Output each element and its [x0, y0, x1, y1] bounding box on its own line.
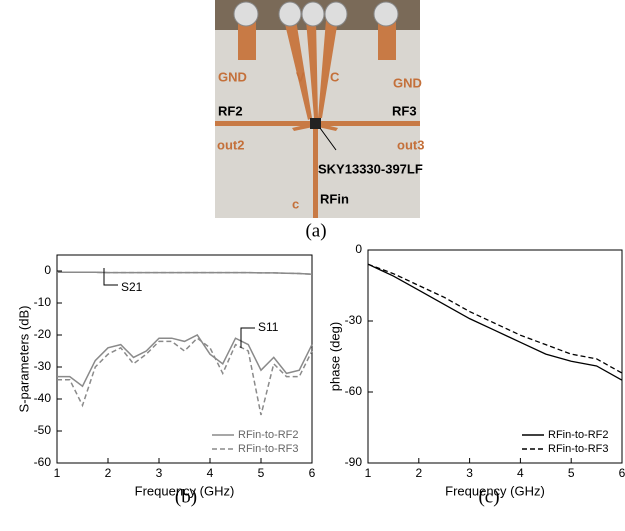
- y-tick-label: -60: [34, 455, 52, 469]
- series-line: [367, 263, 623, 381]
- x-tick-label: 3: [466, 466, 473, 480]
- plot-frame: [367, 249, 623, 464]
- caption: (a): [305, 220, 326, 241]
- series-line: [57, 334, 313, 388]
- annotation-arrow: [103, 268, 118, 286]
- y-tick-label: -50: [34, 423, 52, 437]
- y-tick-label: -30: [345, 313, 363, 327]
- x-tick-label: 4: [517, 466, 524, 480]
- y-tick-label: -10: [34, 295, 52, 309]
- x-tick-label: 3: [156, 466, 163, 480]
- photo-label: GND: [393, 75, 422, 90]
- series-line: [367, 263, 623, 374]
- photo: GND V C GND RF2 RF3 out2 out3 SKY13330-397LF RFin…: [215, 0, 424, 218]
- x-tick-label: 4: [207, 466, 214, 480]
- x-tick-label: 1: [54, 466, 61, 480]
- y-tick-label: -30: [34, 359, 52, 373]
- photo-label: C: [330, 69, 340, 84]
- y-axis-label: S-parameters (dB): [16, 306, 31, 413]
- legend-label: RFin-to-RF3: [238, 443, 299, 455]
- caption: (b): [175, 486, 197, 507]
- photo-label: c: [292, 196, 299, 211]
- x-axis-label: Frequency (GHz): [445, 483, 545, 498]
- y-axis-label: phase (deg): [327, 322, 342, 391]
- x-tick-label: 1: [365, 466, 372, 480]
- annotation: S21: [121, 280, 143, 294]
- x-tick-label: 2: [105, 466, 112, 480]
- photo-label: SKY13330-397LF: [318, 161, 423, 176]
- series-line: [57, 337, 313, 416]
- photo-label: RF2: [218, 103, 243, 118]
- y-tick-label: -20: [34, 327, 52, 341]
- photo-label: out2: [217, 137, 244, 152]
- photo-label: RFin: [320, 191, 349, 206]
- annotation-arrow: [240, 327, 255, 348]
- photo-labels: GND V C GND RF2 RF3 out2 out3 SKY13330-397LF RFin…: [217, 69, 424, 211]
- chip-pointer: [319, 127, 337, 151]
- caption: (c): [478, 486, 499, 507]
- x-tick-label: 6: [619, 466, 625, 480]
- chart: 0 -30 -60 -901 2 3 4 5 6 Frequency (GHz) phase (de…: [327, 242, 625, 507]
- x-tick-label: 2: [415, 466, 422, 480]
- photo-label: RF3: [392, 103, 417, 118]
- y-tick-label: 0: [44, 263, 51, 277]
- series-line: [57, 271, 313, 275]
- legend-label: RFin-to-RF3: [548, 443, 609, 455]
- x-axis-label: Frequency (GHz): [135, 483, 235, 498]
- legend-label: RFin-to-RF2: [548, 429, 609, 441]
- x-tick-label: 5: [258, 466, 265, 480]
- plot-frame: [56, 254, 313, 464]
- y-tick-label: -90: [345, 455, 363, 469]
- solder: [233, 1, 399, 27]
- x-tick-label: 5: [568, 466, 575, 480]
- photo-label: out3: [397, 137, 424, 152]
- y-tick-label: 0: [355, 242, 362, 256]
- y-tick-label: -60: [345, 384, 363, 398]
- x-tick-label: 6: [309, 466, 316, 480]
- annotation: S11: [258, 320, 279, 334]
- y-tick-label: -40: [34, 391, 52, 405]
- chip: [310, 118, 321, 129]
- photo-label: GND: [218, 69, 247, 84]
- photo-label: V: [296, 69, 305, 84]
- legend-label: RFin-to-RF2: [238, 429, 299, 441]
- chart: 0 -10 -20 -30 -40 -50 -601 2 3 4 5 6 Frequency (GHz)…: [16, 254, 316, 507]
